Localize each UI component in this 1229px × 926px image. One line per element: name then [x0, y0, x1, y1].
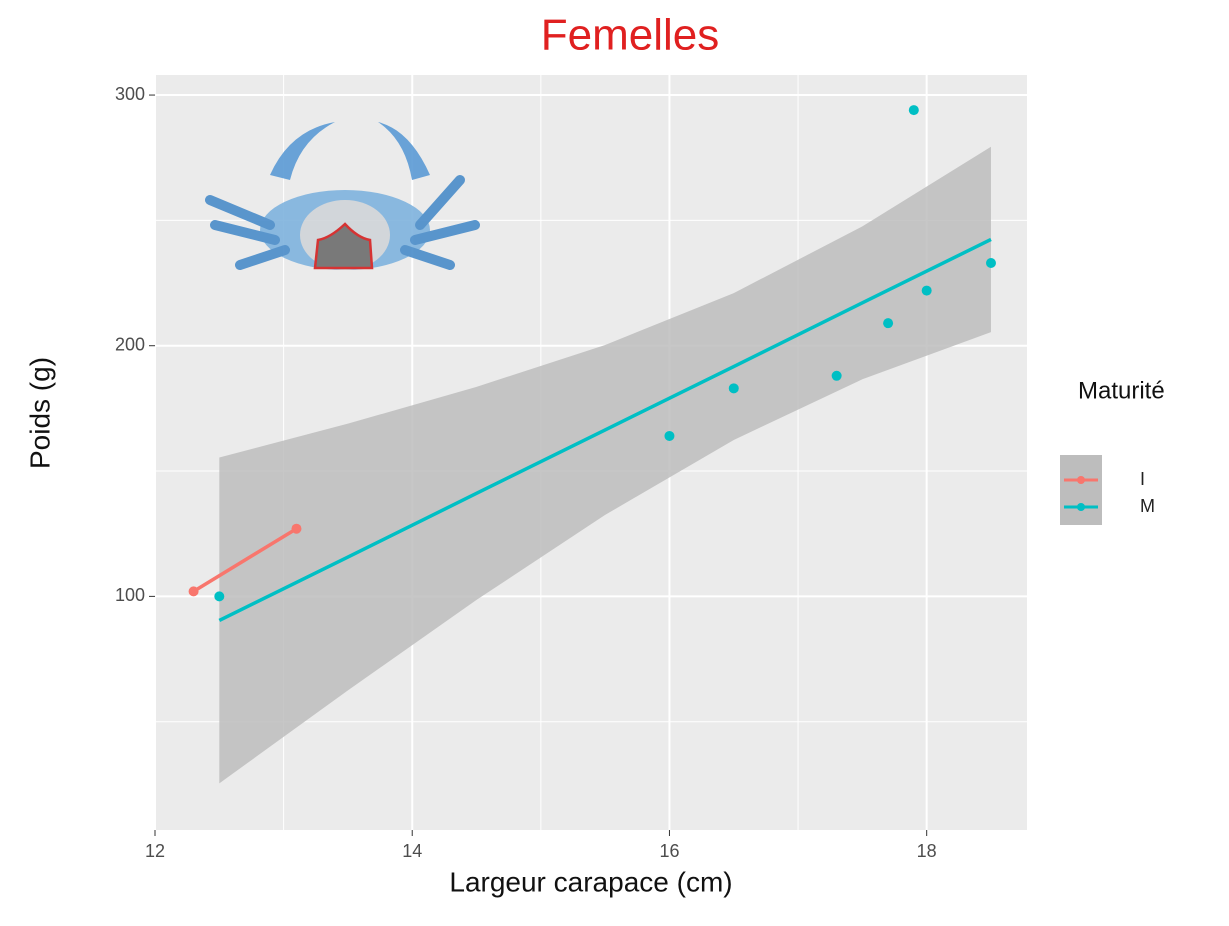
legend: IM [1060, 455, 1155, 525]
point [921, 285, 932, 296]
fit-line [192, 527, 298, 593]
legend-key-background [1060, 455, 1102, 525]
legend-label: M [1140, 496, 1155, 516]
x-tick-label: 12 [145, 841, 165, 861]
point [831, 370, 842, 381]
legend-label: I [1140, 469, 1145, 489]
x-tick-label: 18 [917, 841, 937, 861]
legend-title: Maturité [1078, 377, 1165, 404]
legend-key-point [1077, 476, 1085, 484]
y-tick-label: 200 [115, 334, 145, 354]
point [664, 430, 675, 441]
chart-title: Femelles [541, 11, 720, 60]
y-axis-title: Poids (g) [24, 357, 55, 469]
x-tick-label: 16 [659, 841, 679, 861]
y-tick-label: 100 [115, 585, 145, 605]
bands [219, 146, 991, 784]
point [291, 523, 302, 534]
point [728, 383, 739, 394]
fit-line [218, 237, 992, 623]
marks [188, 105, 996, 623]
point [188, 586, 199, 597]
point [985, 257, 996, 268]
crab-illustration [205, 122, 480, 270]
y-tick-label: 300 [115, 84, 145, 104]
x-tick-label: 14 [402, 841, 422, 861]
x-axis-title: Largeur carapace (cm) [449, 866, 732, 897]
point [883, 318, 894, 329]
point [214, 591, 225, 602]
confidence-band [219, 146, 991, 784]
point [908, 105, 919, 116]
legend-key-point [1077, 503, 1085, 511]
